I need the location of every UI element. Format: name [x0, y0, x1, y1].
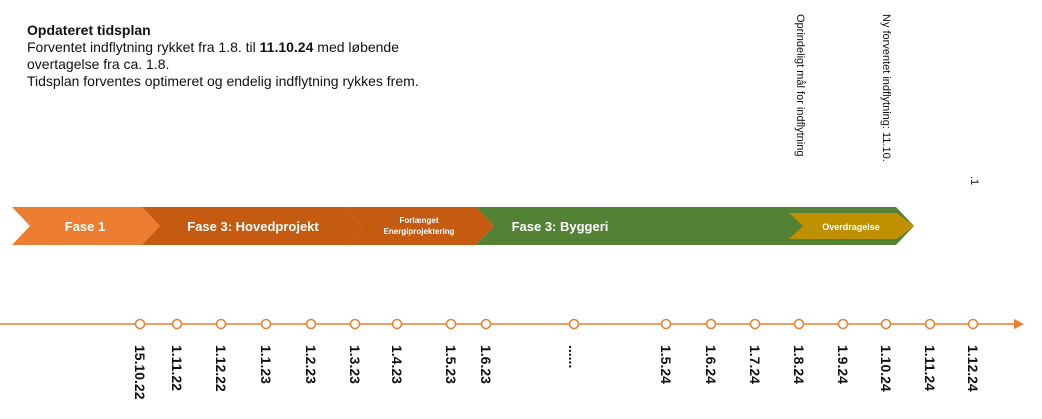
notes-line-2: overtagelse fra ca. 1.8. [27, 56, 170, 72]
phase-energiprojektering-label-2: Energiprojektering [383, 227, 454, 236]
timeline-date-label: 1.9.24 [835, 345, 851, 384]
timeline-date-label: 1.12.24 [965, 345, 981, 392]
timeline-date-label: 1.2.23 [303, 345, 319, 384]
timeline-marker [837, 318, 849, 330]
timeline-date-label: 1.6.23 [478, 345, 494, 384]
timeline-marker [445, 318, 457, 330]
phase-energiprojektering-chevron [345, 207, 494, 245]
timeline-arrowhead [1014, 319, 1024, 329]
timeline-marker [349, 318, 361, 330]
phase-1-label: Fase 1 [65, 219, 105, 234]
milestone-third-label: .1 [968, 176, 980, 186]
timeline-marker [305, 318, 317, 330]
notes-line-1-pre: Forventet indflytning rykket fra 1.8. ti… [27, 39, 260, 55]
timeline-date-label: 15.10.22 [132, 345, 148, 400]
timeline-marker [215, 318, 227, 330]
notes-title: Opdateret tidsplan [27, 22, 151, 38]
phase-1-chevron [12, 207, 160, 245]
timeline-date-label: 1.6.24 [703, 345, 719, 384]
timeline-marker [480, 318, 492, 330]
notes-line-3: Tidsplan forventes optimeret og endelig … [27, 73, 419, 89]
milestone-original-label: Oprindeligt mål for indflytning [794, 14, 806, 157]
notes-line-1: Forventet indflytning rykket fra 1.8. ti… [27, 39, 547, 56]
timeline-date-label: ...... [566, 345, 582, 369]
phase-hovedprojekt-label: Fase 3: Hovedprojekt [187, 219, 319, 234]
timeline-date-label: 1.4.23 [389, 345, 405, 384]
timeline-date-label: 1.11.22 [169, 345, 185, 391]
milestone-new-label: Ny forventet indflytning: 11.10. [880, 14, 892, 162]
timeline-date-label: 1.7.24 [747, 345, 763, 384]
timeline-marker [660, 318, 672, 330]
timeline-date-label: 1.3.23 [347, 345, 363, 384]
timeline-marker [793, 318, 805, 330]
phase-hovedprojekt-chevron [142, 207, 363, 245]
phase-overdragelse-chevron [789, 213, 914, 239]
timeline-marker [924, 318, 936, 330]
timeline-date-label: 1.12.22 [213, 345, 229, 392]
timeline-marker [967, 318, 979, 330]
phase-energiprojektering-label-1: Forlænget [399, 216, 438, 225]
timeline-marker [705, 318, 717, 330]
notes-line-1-post: med løbende [313, 39, 399, 55]
timeline-date-label: 1.5.23 [443, 345, 459, 384]
notes-line-1-date: 11.10.24 [259, 39, 314, 55]
timeline-marker [568, 318, 580, 330]
timeline-marker [171, 318, 183, 330]
timeline-marker [749, 318, 761, 330]
timeline-marker [134, 318, 146, 330]
phase-overdragelse-label: Overdragelse [822, 222, 880, 232]
timeline-marker [880, 318, 892, 330]
timeline-date-label: 1.1.23 [258, 345, 274, 384]
timeline-date-label: 1.5.24 [658, 345, 674, 384]
timeline-marker [391, 318, 403, 330]
timeline-marker [260, 318, 272, 330]
timeline-date-label: 1.10.24 [878, 345, 894, 392]
phase-byggeri-label: Fase 3: Byggeri [512, 219, 609, 234]
timeline-date-label: 1.11.24 [922, 345, 938, 391]
schedule-notes: Opdateret tidsplan Forventet indflytning… [27, 22, 547, 90]
timeline-date-label: 1.8.24 [791, 345, 807, 384]
